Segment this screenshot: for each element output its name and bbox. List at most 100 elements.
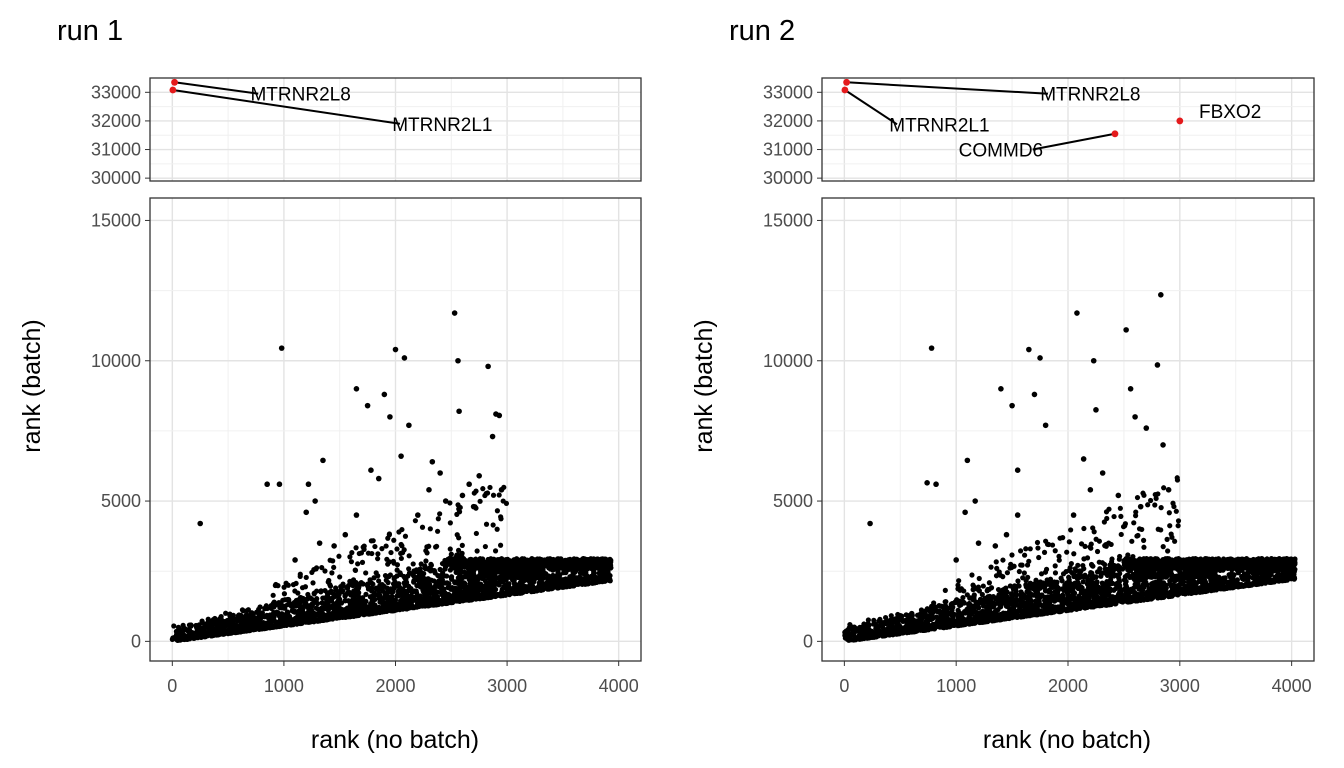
data-point [486,573,492,579]
data-point [322,568,328,574]
data-point [411,577,417,583]
data-point [358,600,365,606]
data-point [198,630,204,636]
data-point [465,563,471,569]
data-point [496,492,502,498]
data-point [553,573,559,579]
data-point [394,562,401,568]
outlier-point [278,345,285,351]
data-point [171,623,177,629]
data-point [318,588,324,594]
data-point [398,541,404,548]
data-point [524,565,530,571]
y-tick-label: 15000 [763,210,813,230]
data-point [285,596,292,603]
data-point [521,556,527,562]
data-point [430,599,437,605]
data-point [871,617,877,623]
y-tick-label: 33000 [763,82,813,102]
data-point [347,554,353,560]
data-point [598,572,604,579]
data-point [597,577,603,584]
data-point [250,619,257,625]
outlier-point [292,557,298,563]
data-point [529,587,535,593]
data-point [414,567,421,573]
data-point [319,564,325,571]
data-point [312,611,319,617]
x-tick-label: 0 [167,676,177,696]
data-point [352,567,358,573]
data-point [595,565,601,571]
data-point [574,578,580,584]
x-tick-label: 2000 [375,676,415,696]
data-point [586,576,592,582]
data-point [385,589,391,595]
data-point [339,583,345,589]
data-point [281,584,287,590]
highlighted-genes: MTRNR2L8 MTRNR2L1 [169,78,493,136]
y-tick-label: 31000 [763,140,813,160]
data-point [388,600,394,606]
data-point [391,585,397,592]
data-point [394,567,400,573]
data-point [296,608,302,614]
x-tick-label: 1000 [264,676,304,696]
data-point [347,613,353,620]
gene-label: MTRNR2L8 [250,85,350,106]
data-point [369,585,375,591]
outlier-point [406,422,412,429]
data-point [500,565,506,571]
data-point [374,592,380,598]
outlier-point [368,467,374,473]
data-point [483,521,490,527]
data-point [176,627,182,633]
data-point [299,595,305,601]
data-point [369,610,376,616]
data-point [474,559,480,565]
data-point [551,565,557,571]
data-point [293,580,299,587]
outlier-point [305,481,312,488]
data-point [419,573,426,579]
x-tick-label: 1000 [936,676,976,696]
data-point [412,518,418,524]
data-point [349,550,355,556]
data-point [301,612,307,618]
data-point [337,605,343,612]
y-tick-label: 5000 [773,491,813,511]
x-axis-label: rank (no batch) [311,726,479,754]
data-point [450,599,456,606]
outlier-point [353,512,360,518]
gene-label: MTRNR2L1 [392,115,492,136]
data-point [340,588,346,594]
data-point [469,597,475,603]
data-point [577,559,583,565]
data-point [243,612,250,618]
data-point [447,500,453,506]
outlier-point [398,453,404,459]
data-point [484,559,490,565]
y-tick-label: 15000 [91,210,141,230]
data-point [234,624,240,630]
data-point [223,610,229,616]
data-point [270,592,276,598]
data-point [262,606,268,612]
data-point [474,584,480,590]
data-point [433,543,440,549]
data-point [580,570,587,577]
outlier-point [451,310,458,316]
outlier-point [276,481,283,488]
data-point [563,576,569,582]
data-point [460,584,466,590]
data-point [406,602,412,608]
data-point [461,580,467,586]
data-point [431,568,437,574]
chart-title: run 2 [729,15,795,47]
data-point [333,600,340,606]
data-point [345,598,352,604]
data-point [422,603,428,609]
data-point [607,559,614,566]
outlier-point [392,346,399,353]
data-point [213,628,219,634]
